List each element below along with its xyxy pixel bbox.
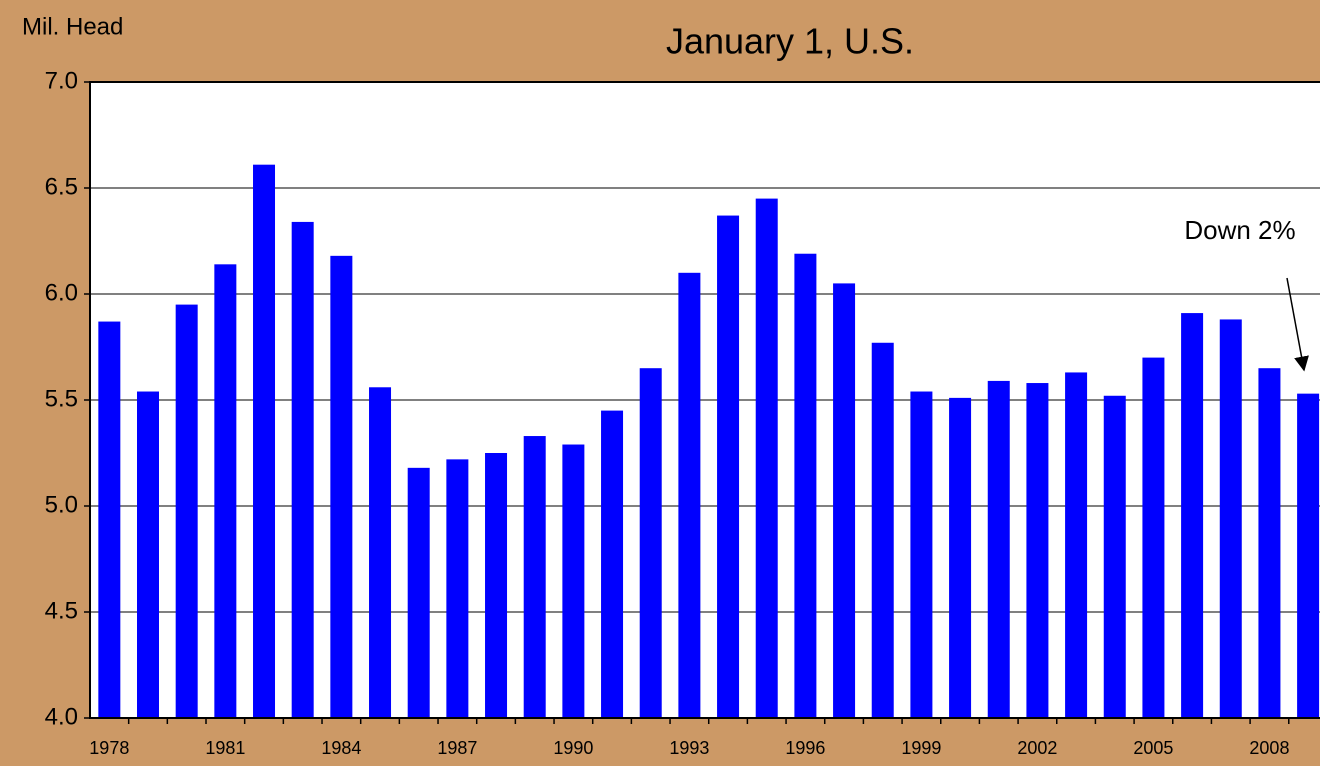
bar [1181, 313, 1204, 718]
x-tick-label: 1990 [553, 738, 593, 758]
bar [949, 397, 972, 718]
bar [717, 215, 740, 718]
x-tick-label: 2005 [1133, 738, 1173, 758]
bar [369, 387, 392, 718]
bar [1219, 319, 1242, 718]
x-tick-label: 1999 [901, 738, 941, 758]
bar [1258, 368, 1281, 718]
bar [1297, 393, 1320, 718]
bar [253, 164, 276, 718]
x-tick-label: 1993 [669, 738, 709, 758]
bar [485, 453, 508, 718]
bar [214, 264, 237, 718]
bar [1142, 357, 1165, 718]
y-tick-label: 6.0 [45, 279, 78, 306]
x-tick-label: 1981 [205, 738, 245, 758]
chart-title: January 1, U.S. [666, 21, 914, 62]
x-tick-label: 1996 [785, 738, 825, 758]
bar [833, 283, 856, 718]
bar [639, 368, 662, 718]
bar [330, 255, 353, 718]
bar [291, 221, 314, 719]
y-tick-label: 5.5 [45, 385, 78, 412]
bar [446, 459, 469, 718]
x-tick-label: 2002 [1017, 738, 1057, 758]
x-tick-label: 1984 [321, 738, 361, 758]
bar [755, 198, 778, 719]
y-tick-label: 5.0 [45, 491, 78, 518]
bar [523, 436, 546, 718]
bar [562, 444, 585, 718]
y-axis-label: Mil. Head [22, 13, 123, 40]
bar [1065, 372, 1088, 718]
bar [794, 253, 817, 718]
y-tick-label: 7.0 [45, 67, 78, 94]
x-tick-label: 2008 [1249, 738, 1289, 758]
bar [407, 467, 430, 718]
bar [987, 380, 1010, 718]
y-tick-label: 4.0 [45, 703, 78, 730]
bar [98, 321, 121, 718]
bar [910, 391, 933, 718]
y-tick-label: 6.5 [45, 173, 78, 200]
y-tick-label: 4.5 [45, 597, 78, 624]
bar [871, 342, 894, 718]
bar [137, 391, 160, 718]
bar [678, 272, 701, 718]
bar [175, 304, 198, 718]
x-tick-label: 1987 [437, 738, 477, 758]
annotation-arrow [1286, 277, 1309, 372]
bar [601, 410, 624, 718]
bar [1026, 383, 1049, 718]
x-tick-label: 1978 [89, 738, 129, 758]
bar [1103, 395, 1126, 718]
annotation: Down 2% [1184, 215, 1295, 245]
